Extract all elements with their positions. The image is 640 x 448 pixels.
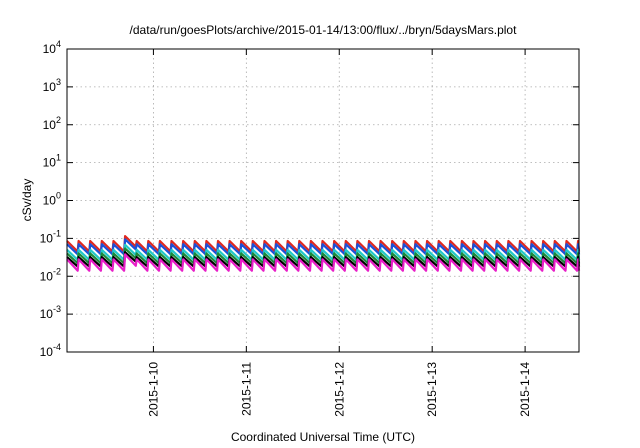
y-axis: 10-4 10-3 10-2 10-1 100 101 102 103 104 <box>40 39 579 359</box>
y-tick-label: 10-4 <box>40 342 61 359</box>
x-tick-label: 2015-1-14 <box>518 362 532 417</box>
y-tick-label: 100 <box>43 191 61 208</box>
x-tick-label: 2015-1-13 <box>425 362 439 417</box>
series-line <box>66 243 581 261</box>
x-tick-label: 2015-1-11 <box>239 362 253 416</box>
series-line <box>66 251 581 268</box>
x-tick-label: 2015-1-10 <box>146 362 160 417</box>
x-axis: 2015-1-10 2015-1-11 2015-1-12 2015-1-13 2015… <box>146 49 532 417</box>
series-line <box>66 238 581 256</box>
series-lines <box>66 235 581 272</box>
series-line <box>66 253 581 272</box>
series-line <box>66 235 581 253</box>
x-axis-label: Coordinated Universal Time (UTC) <box>231 430 415 444</box>
y-tick-label: 102 <box>43 115 61 132</box>
y-tick-label: 10-1 <box>40 228 61 245</box>
y-tick-label: 104 <box>43 39 61 56</box>
y-tick-label: 10-2 <box>40 266 61 283</box>
y-tick-label: 103 <box>43 77 61 94</box>
y-tick-label: 10-3 <box>40 304 61 321</box>
series-line <box>66 247 581 265</box>
grid-lines <box>67 49 579 352</box>
x-tick-label: 2015-1-12 <box>332 362 346 417</box>
y-axis-label: cSv/day <box>20 179 34 222</box>
chart-title: /data/run/goesPlots/archive/2015-01-14/1… <box>130 23 518 37</box>
y-tick-label: 101 <box>43 153 61 170</box>
